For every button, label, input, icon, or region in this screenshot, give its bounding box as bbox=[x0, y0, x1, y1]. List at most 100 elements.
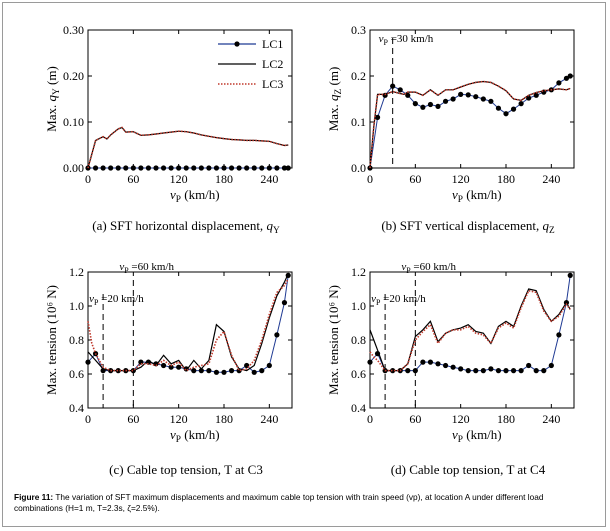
annotation-label: vP =20 km/h bbox=[371, 293, 426, 307]
data-point-lc1 bbox=[556, 80, 562, 86]
data-point-lc1 bbox=[458, 91, 464, 97]
y-axis-label: Max. tension (10⁶ N) bbox=[326, 285, 341, 395]
data-point-lc1 bbox=[450, 96, 456, 102]
chart-panel-3: 0 60 120 180 240 0.4 0.6 0.8 1.0 1.2 vP (km/h) Max.… bbox=[44, 261, 293, 477]
y-tick-label: 0.10 bbox=[63, 115, 84, 129]
x-tick-label: 60 bbox=[409, 172, 421, 186]
data-point-lc1 bbox=[160, 362, 167, 369]
data-point-lc1 bbox=[176, 364, 182, 370]
data-point-lc1 bbox=[251, 369, 257, 375]
data-point-lc1 bbox=[548, 362, 554, 369]
data-point-lc1 bbox=[206, 165, 212, 171]
annotation-label: vP =30 km/h bbox=[379, 33, 434, 47]
data-point-lc1 bbox=[420, 104, 426, 110]
data-point-lc1 bbox=[533, 92, 539, 98]
data-point-lc1 bbox=[510, 106, 517, 112]
x-tick-label: 60 bbox=[127, 172, 139, 186]
data-point-lc1 bbox=[503, 368, 509, 374]
y-tick-label: 0.3 bbox=[351, 23, 366, 37]
series-line-lc3 bbox=[369, 80, 571, 169]
x-axis-label: vP (km/h) bbox=[170, 187, 220, 205]
data-point-lc1 bbox=[213, 369, 220, 375]
data-point-lc1 bbox=[221, 165, 227, 171]
y-tick-label: 0.20 bbox=[63, 69, 84, 83]
data-point-lc1 bbox=[480, 96, 486, 102]
series-line-lc2 bbox=[87, 126, 289, 169]
data-point-lc1 bbox=[251, 165, 257, 171]
data-point-lc1 bbox=[176, 165, 182, 171]
data-point-lc1 bbox=[236, 165, 242, 171]
data-point-lc1 bbox=[153, 165, 159, 171]
data-point-lc1 bbox=[473, 368, 479, 374]
x-tick-label: 180 bbox=[497, 412, 515, 426]
chart-panel-4: 0 60 120 180 240 0.4 0.6 0.8 1.0 1.2 vP (km/h) Max.… bbox=[326, 261, 575, 477]
data-point-lc1 bbox=[123, 165, 129, 171]
data-point-lc1 bbox=[138, 165, 144, 171]
data-point-lc1 bbox=[191, 368, 197, 374]
panel-caption: (d) Cable top tension, T at C4 bbox=[391, 462, 546, 477]
data-point-lc1 bbox=[281, 300, 288, 306]
figure-label: Figure 11: bbox=[14, 492, 54, 502]
data-point-lc1 bbox=[420, 359, 426, 365]
y-tick-label: 0.6 bbox=[69, 367, 84, 381]
data-point-lc1 bbox=[206, 368, 212, 374]
panel-caption: (c) Cable top tension, T at C3 bbox=[109, 462, 263, 477]
series-line-lc1 bbox=[87, 275, 289, 373]
data-point-lc1 bbox=[533, 368, 539, 374]
data-point-lc1 bbox=[213, 165, 220, 171]
data-point-lc1 bbox=[526, 362, 532, 369]
data-point-lc1 bbox=[266, 362, 272, 369]
data-point-lc1 bbox=[567, 73, 573, 79]
y-axis-label: Max. tension (10⁶ N) bbox=[44, 285, 59, 395]
legend-label-lc3: LC3 bbox=[262, 77, 283, 91]
data-point-lc1 bbox=[488, 98, 494, 104]
data-point-lc1 bbox=[567, 272, 573, 278]
data-point-lc1 bbox=[145, 165, 152, 171]
y-axis-label: Max. qY (m) bbox=[44, 66, 62, 132]
data-point-lc1 bbox=[266, 165, 272, 171]
data-point-lc1 bbox=[244, 165, 250, 171]
data-point-lc1 bbox=[495, 105, 502, 111]
y-tick-label: 0.30 bbox=[63, 23, 84, 37]
data-point-lc1 bbox=[412, 101, 418, 107]
data-point-lc1 bbox=[442, 98, 449, 104]
panel-caption: (a) SFT horizontal displacement, qY bbox=[92, 218, 280, 236]
x-tick-label: 180 bbox=[497, 172, 515, 186]
data-point-lc1 bbox=[274, 332, 280, 338]
x-tick-label: 120 bbox=[452, 412, 470, 426]
x-tick-label: 0 bbox=[367, 172, 373, 186]
x-tick-label: 0 bbox=[367, 412, 373, 426]
data-point-lc1 bbox=[458, 366, 464, 372]
data-point-lc1 bbox=[450, 364, 456, 370]
data-point-lc1 bbox=[435, 103, 441, 109]
x-tick-label: 60 bbox=[409, 412, 421, 426]
figure-caption: Figure 11: The variation of SFT maximum … bbox=[14, 492, 594, 514]
data-point-lc1 bbox=[427, 101, 434, 108]
data-point-lc1 bbox=[563, 75, 570, 81]
legend-marker-lc1 bbox=[234, 41, 240, 47]
data-point-lc1 bbox=[168, 364, 174, 370]
data-point-lc1 bbox=[427, 359, 434, 365]
y-tick-label: 0.4 bbox=[69, 401, 84, 415]
chart-panel-2: 0 60 120 180 240 0.0 0.1 0.2 0.3 vP (km/h) Max. qZ… bbox=[326, 23, 575, 236]
y-tick-label: 1.2 bbox=[69, 265, 84, 279]
y-tick-label: 0.8 bbox=[69, 333, 84, 347]
data-point-lc1 bbox=[183, 165, 189, 171]
x-axis-label: vP (km/h) bbox=[452, 427, 502, 445]
data-point-lc1 bbox=[228, 368, 235, 374]
y-tick-label: 0.00 bbox=[63, 161, 84, 175]
y-axis-label: Max. qZ (m) bbox=[326, 67, 344, 132]
data-point-lc1 bbox=[285, 165, 291, 171]
y-tick-label: 0.0 bbox=[351, 161, 366, 175]
x-tick-label: 120 bbox=[170, 412, 188, 426]
data-point-lc1 bbox=[465, 92, 471, 98]
data-point-lc1 bbox=[405, 368, 411, 374]
x-tick-label: 120 bbox=[170, 172, 188, 186]
y-tick-label: 0.8 bbox=[351, 333, 366, 347]
x-tick-label: 240 bbox=[260, 172, 278, 186]
x-tick-label: 0 bbox=[85, 172, 91, 186]
data-point-lc1 bbox=[442, 362, 449, 369]
series-line-lc3 bbox=[87, 126, 289, 169]
data-point-lc1 bbox=[228, 165, 235, 171]
